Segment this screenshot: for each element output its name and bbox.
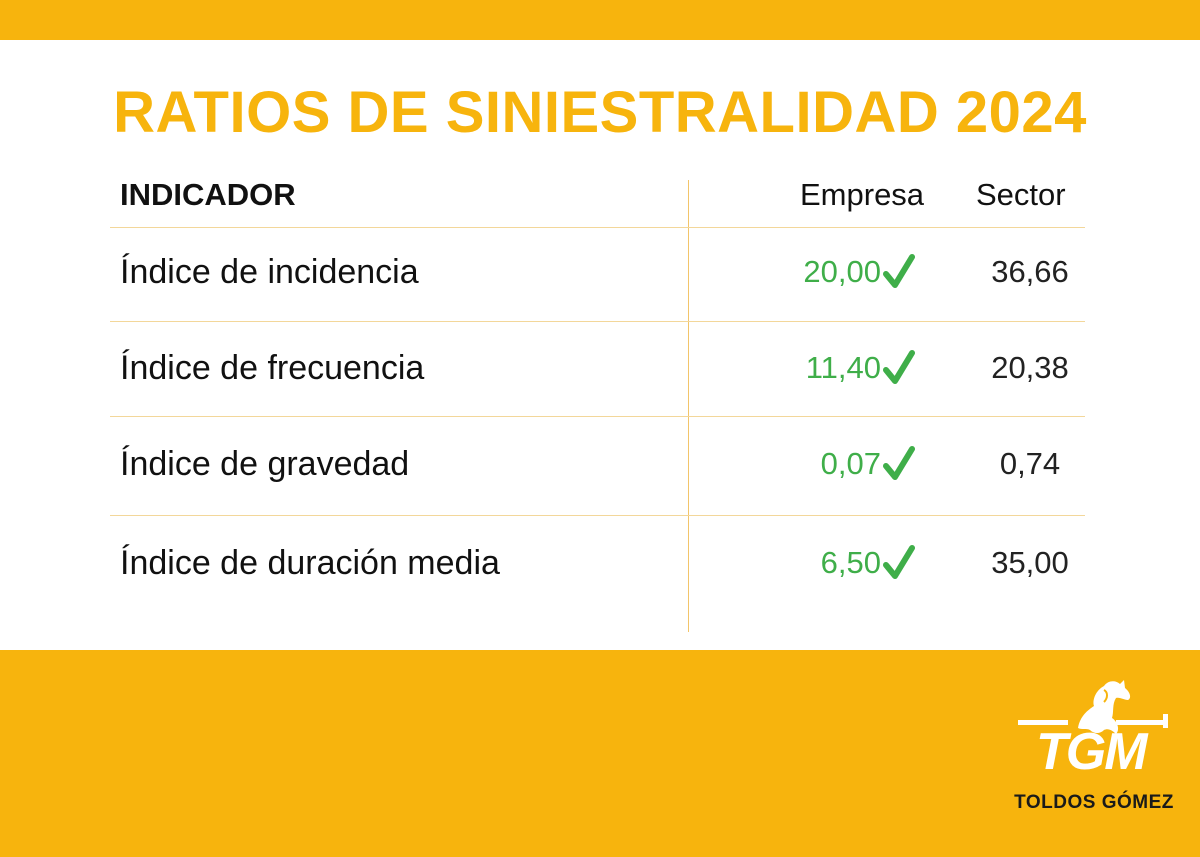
- check-icon: [883, 350, 915, 384]
- row-label: Índice de duración media: [120, 544, 500, 582]
- company-value-text: 11,40: [805, 350, 881, 385]
- column-divider: [688, 180, 689, 632]
- company-logo: TGM TOLDOS GÓMEZ: [1008, 676, 1178, 826]
- header-indicator: INDICADOR: [120, 177, 296, 212]
- row-label: Índice de gravedad: [120, 445, 410, 483]
- table-row: Índice de gravedad 0,07 0,74: [110, 434, 1090, 494]
- row-company-value: 6,50: [821, 533, 915, 593]
- company-value-text: 6,50: [820, 545, 881, 580]
- row-divider: [110, 416, 1085, 417]
- row-company-value: 11,40: [806, 338, 915, 398]
- row-company-value: 20,00: [803, 242, 915, 302]
- table-row: Índice de incidencia 20,00 36,66: [110, 242, 1090, 302]
- row-company-value: 0,07: [821, 434, 915, 494]
- check-icon: [883, 254, 915, 288]
- company-value-text: 20,00: [803, 254, 881, 289]
- row-divider: [110, 321, 1085, 322]
- row-sector-value: 35,00: [991, 545, 1069, 580]
- horse-icon: [1018, 680, 1168, 734]
- logo-mark: TGM: [1036, 723, 1148, 781]
- logo-company-name: TOLDOS GÓMEZ: [1014, 792, 1174, 813]
- row-divider: [110, 515, 1085, 516]
- table-row: Índice de duración media 6,50 35,00: [110, 533, 1090, 593]
- row-label: Índice de incidencia: [120, 253, 419, 291]
- page-title: RATIOS DE SINIESTRALIDAD 2024: [113, 80, 1087, 145]
- ratios-table: INDICADOR Empresa Sector Índice de incid…: [110, 170, 1090, 635]
- row-divider: [110, 227, 1085, 228]
- row-sector-value: 0,74: [999, 446, 1061, 481]
- header-sector: Sector: [976, 177, 1066, 212]
- row-sector-value: 36,66: [991, 254, 1069, 289]
- row-sector-value: 20,38: [991, 350, 1069, 385]
- footer-band: [0, 650, 1200, 857]
- top-bar: [0, 0, 1200, 40]
- check-icon: [883, 545, 915, 579]
- table-row: Índice de frecuencia 11,40 20,38: [110, 338, 1090, 398]
- company-value-text: 0,07: [820, 446, 881, 481]
- header-company: Empresa: [800, 177, 925, 212]
- row-label: Índice de frecuencia: [120, 349, 425, 387]
- check-icon: [883, 446, 915, 480]
